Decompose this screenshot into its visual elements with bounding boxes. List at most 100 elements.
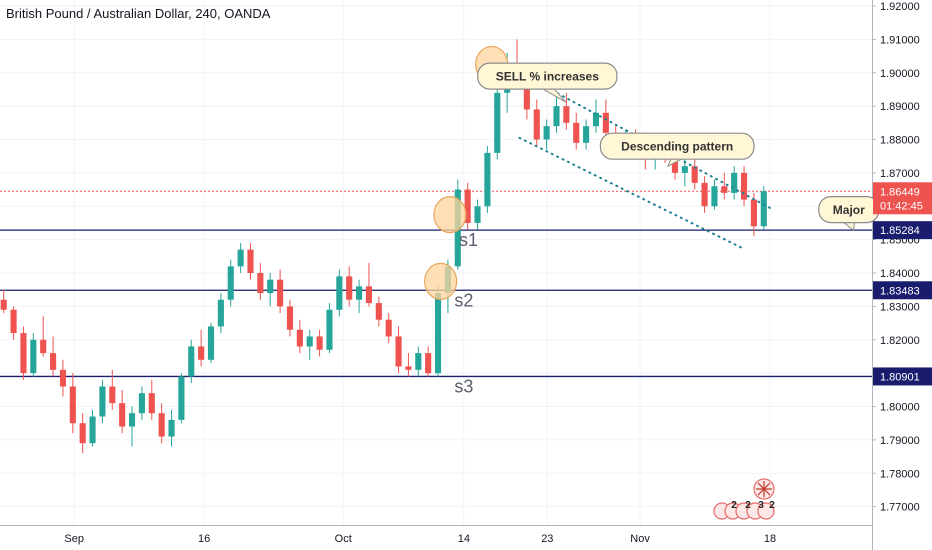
y-tick-label: 1.88000: [880, 135, 920, 147]
level-price-tag: [873, 281, 932, 300]
callout-text: SELL % increases: [496, 70, 599, 84]
candle-body: [395, 336, 402, 367]
callout-box: [599, 132, 755, 160]
candle-body: [40, 339, 47, 354]
candle-body: [306, 336, 313, 347]
callout-pointer: [539, 87, 567, 103]
candle-body: [563, 106, 570, 123]
level-price-tag-text: 1.80901: [880, 371, 920, 383]
candle-body: [286, 306, 294, 330]
candle-body: [721, 186, 728, 193]
candle-body: [346, 276, 353, 300]
chart-title: British Pound / Australian Dollar, 240, …: [6, 6, 271, 21]
candle-body: [494, 92, 501, 153]
candle-body: [681, 166, 688, 173]
candle-body: [237, 249, 244, 267]
candle-body: [59, 369, 66, 387]
x-tick-label: Nov: [630, 533, 650, 545]
candle-body: [750, 199, 757, 227]
candle-body: [533, 109, 540, 140]
candle-body: [207, 326, 215, 360]
y-tick-label: 1.90000: [880, 68, 920, 80]
candle-body: [277, 279, 284, 307]
x-tick-label: 18: [764, 533, 776, 545]
level-name-label: s3: [454, 376, 473, 396]
candle-body: [257, 273, 264, 294]
candle-body: [267, 279, 274, 294]
y-tick-label: 1.77000: [880, 502, 920, 514]
y-tick-label: 1.82000: [880, 335, 920, 347]
candle-body: [583, 126, 590, 143]
candle-body: [198, 346, 205, 360]
highlight-circle: [424, 262, 458, 300]
last-price-tag: [873, 182, 932, 215]
candle-body: [316, 336, 323, 350]
candle-body: [691, 166, 698, 183]
channel-line: [518, 136, 744, 249]
y-tick-label: 1.87000: [880, 168, 920, 180]
candle-body: [405, 366, 412, 370]
candle-body: [731, 172, 738, 193]
candle-body: [701, 182, 708, 207]
countdown-text: 01:42:45: [880, 200, 923, 212]
candle-body: [434, 293, 442, 374]
price-axis-panel: [872, 0, 932, 550]
candle-body: [523, 79, 530, 110]
candle-body: [99, 386, 106, 417]
level-price-tag-text: 1.85284: [880, 225, 920, 237]
candle-body: [336, 276, 343, 310]
y-tick-label: 1.84000: [880, 268, 920, 280]
candle-body: [375, 303, 382, 320]
candle-body: [188, 346, 195, 377]
candle-body: [247, 249, 254, 274]
y-tick-label: 1.91000: [880, 34, 920, 46]
candle-body: [415, 353, 422, 370]
candle-body: [217, 299, 224, 327]
last-price-tag-text: 1.86449: [880, 186, 920, 198]
candle-body: [602, 112, 609, 133]
candle-body: [138, 393, 145, 414]
level-price-tag: [873, 367, 932, 386]
candle-body: [119, 403, 126, 427]
x-tick-label: Sep: [64, 533, 84, 545]
event-flag-icon: [757, 502, 775, 520]
highlight-circle: [433, 196, 467, 234]
level-name-label: s1: [459, 230, 478, 250]
candle-body: [168, 419, 175, 437]
candle-body: [0, 299, 7, 310]
candle-body: [592, 112, 600, 127]
candle-body: [385, 319, 392, 337]
callout-text: Major: [833, 203, 865, 217]
candle-body: [178, 376, 185, 420]
candle-body: [740, 172, 748, 200]
candle-body: [484, 152, 491, 207]
candle-body: [760, 191, 767, 227]
candle-body: [158, 413, 165, 437]
callout-text: Descending pattern: [621, 140, 733, 154]
candle-body: [128, 413, 136, 427]
candle-body: [89, 416, 96, 444]
y-tick-label: 1.78000: [880, 468, 920, 480]
y-tick-label: 1.89000: [880, 101, 920, 113]
y-tick-label: 1.83000: [880, 301, 920, 313]
candle-body: [30, 339, 37, 374]
x-tick-label: 14: [458, 533, 470, 545]
candle-body: [109, 386, 116, 404]
union-jack-icon: [756, 481, 772, 497]
y-tick-label: 1.79000: [880, 435, 920, 447]
y-tick-label: 1.80000: [880, 402, 920, 414]
candle-body: [296, 329, 303, 347]
candle-body: [10, 309, 17, 334]
candle-body: [425, 353, 432, 374]
x-tick-label: 23: [541, 533, 553, 545]
candle-body: [365, 286, 373, 304]
event-count-label: 2: [731, 500, 737, 511]
candle-body: [326, 309, 333, 350]
candle-body: [227, 266, 234, 300]
candle-body: [474, 206, 481, 223]
candle-body: [50, 353, 57, 370]
y-tick-label: 1.92000: [880, 1, 920, 13]
candle-body: [573, 122, 580, 143]
